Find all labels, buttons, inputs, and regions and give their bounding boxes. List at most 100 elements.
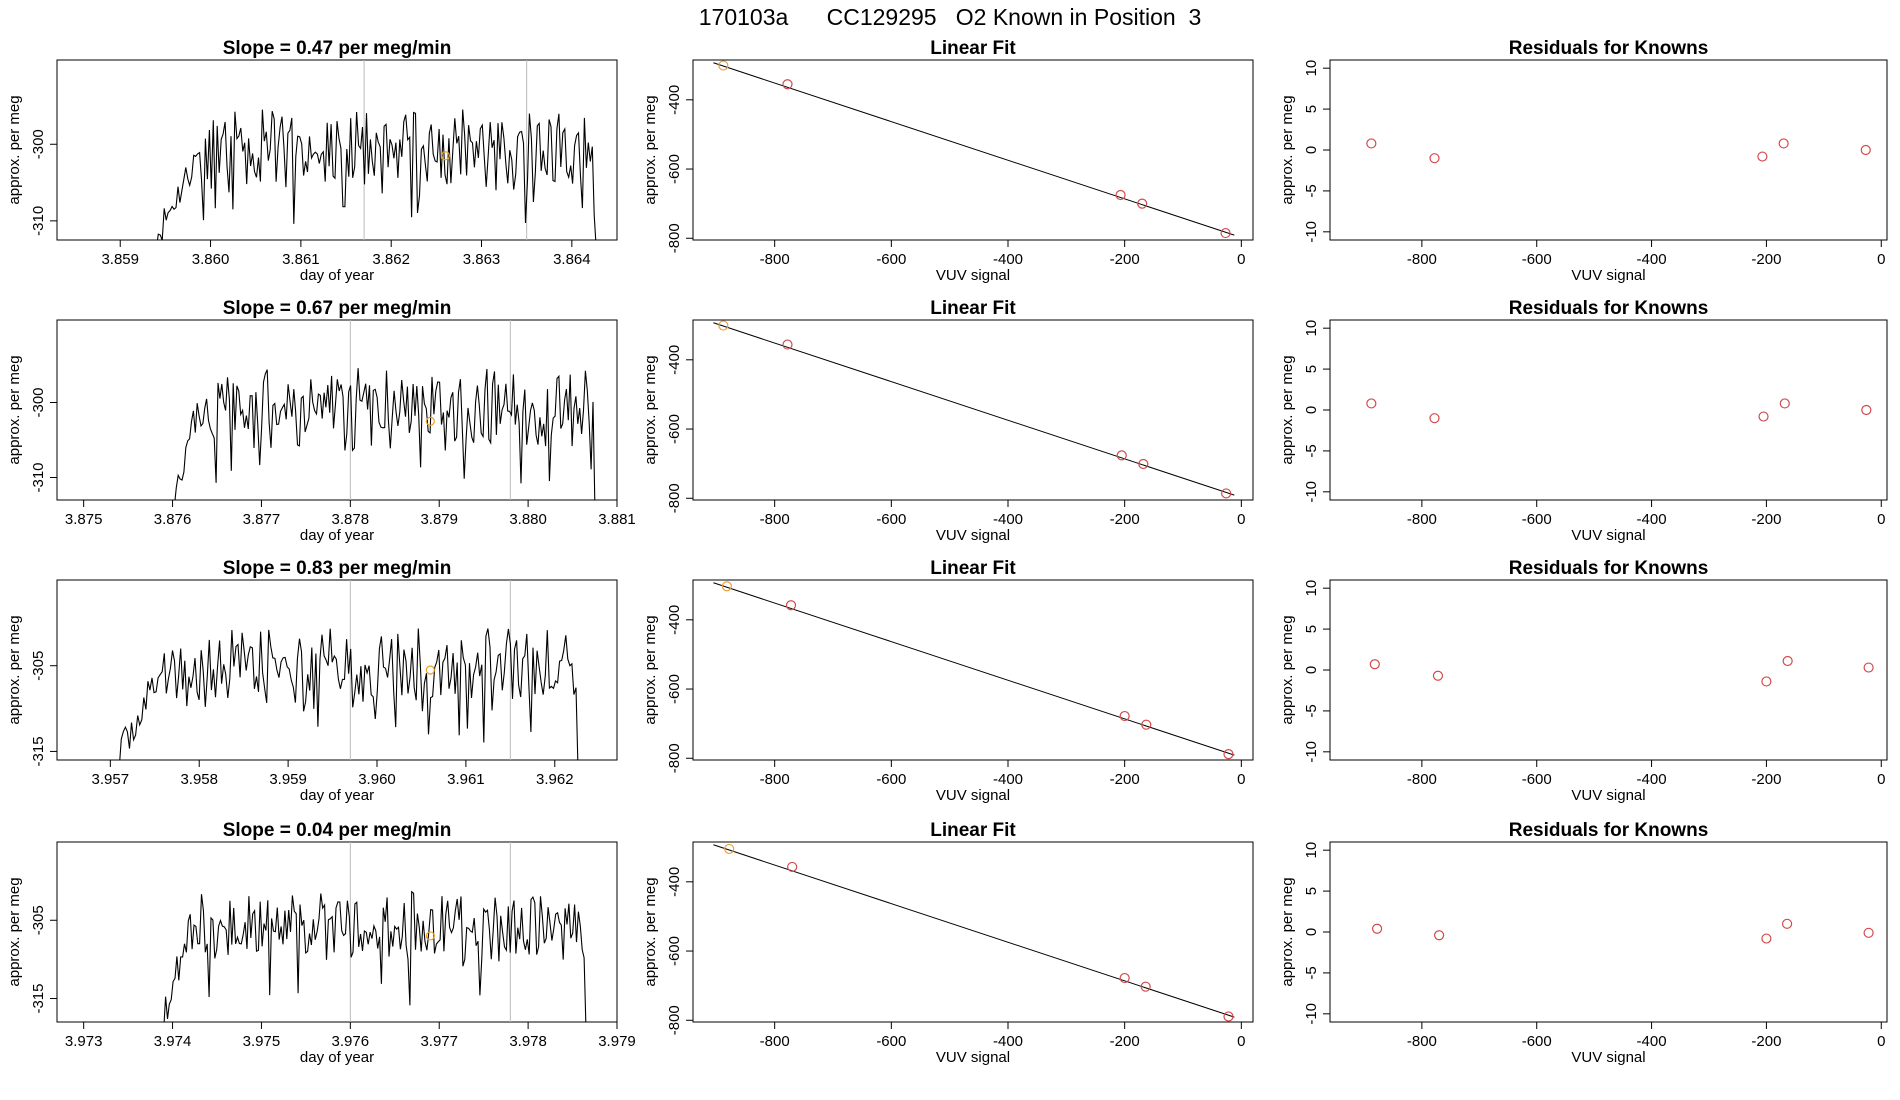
x-tick-label: -200 <box>1751 1033 1781 1050</box>
x-tick-label: 3.960 <box>358 771 396 788</box>
x-tick-label: -600 <box>876 251 906 268</box>
x-axis-label: VUV signal <box>936 527 1010 544</box>
y-tick-label: -600 <box>666 154 683 184</box>
panel-title: Linear Fit <box>930 558 1016 579</box>
residual-point <box>1863 927 1874 938</box>
data-point <box>718 320 729 331</box>
y-tick-label: -5 <box>1303 444 1320 457</box>
marker-point <box>425 416 435 426</box>
residual-point <box>1863 662 1874 673</box>
x-tick-label: 3.875 <box>65 511 103 528</box>
y-tick-label: 5 <box>1303 105 1320 113</box>
data-point <box>1115 189 1126 201</box>
marker-point <box>425 931 435 941</box>
x-tick-label: -200 <box>1110 251 1140 268</box>
x-tick-label: -200 <box>1110 511 1140 528</box>
panel-title: Linear Fit <box>930 38 1016 59</box>
x-axis-label: VUV signal <box>1571 787 1645 804</box>
y-tick-label: -5 <box>1303 704 1320 717</box>
x-tick-label: -600 <box>876 511 906 528</box>
x-tick-label: 3.861 <box>282 251 320 268</box>
y-tick-label: 0 <box>1303 146 1320 154</box>
x-tick-label: -400 <box>1637 251 1667 268</box>
plot-frame <box>56 319 618 501</box>
fit-line <box>713 844 1235 1018</box>
x-tick-label: 3.959 <box>269 771 307 788</box>
plot-frame <box>1329 841 1888 1023</box>
data-point <box>1221 488 1232 499</box>
x-tick-label: 3.976 <box>332 1033 370 1050</box>
panel-title: Residuals for Knowns <box>1509 38 1709 59</box>
x-tick-label: -600 <box>876 1033 906 1050</box>
x-tick-label: -600 <box>1522 511 1552 528</box>
y-tick-label: -800 <box>666 223 683 253</box>
x-axis-label: day of year <box>300 267 374 284</box>
x-tick-label: -600 <box>1522 251 1552 268</box>
panel-title: Slope = 0.83 per meg/min <box>223 558 452 579</box>
plot-frame <box>1329 319 1888 501</box>
panel-title: Slope = 0.47 per meg/min <box>223 38 452 59</box>
y-tick-label: 0 <box>1303 928 1320 936</box>
x-tick-label: 3.962 <box>536 771 574 788</box>
residual-point <box>1371 923 1383 934</box>
x-tick-label: 0 <box>1237 511 1245 528</box>
panel-title: Slope = 0.04 per meg/min <box>223 820 452 841</box>
residual-point <box>1781 918 1793 929</box>
y-tick-label: -300 <box>30 387 47 417</box>
x-tick-label: 3.878 <box>332 511 370 528</box>
series-line <box>156 109 597 240</box>
y-axis-label: approx. per meg <box>642 615 659 724</box>
plot-area <box>1366 398 1872 424</box>
x-tick-label: 3.880 <box>509 511 547 528</box>
x-tick-label: -400 <box>993 251 1023 268</box>
x-tick-label: 3.863 <box>463 251 501 268</box>
x-tick-label: -200 <box>1751 771 1781 788</box>
fit-line <box>713 62 1235 236</box>
x-tick-label: -800 <box>1407 771 1437 788</box>
x-axis-label: VUV signal <box>936 787 1010 804</box>
y-tick-label: -310 <box>30 206 47 236</box>
data-point <box>1116 450 1127 461</box>
residual-point <box>1779 398 1790 409</box>
x-tick-label: 3.879 <box>420 511 458 528</box>
y-tick-label: 5 <box>1303 887 1320 895</box>
data-point <box>782 339 793 350</box>
data-point <box>721 581 732 592</box>
figure-title: 170103a CC129295 O2 Known in Position 3 <box>698 4 1202 30</box>
x-tick-label: 3.881 <box>598 511 636 528</box>
y-tick-label: 10 <box>1303 842 1320 859</box>
panel-title: Residuals for Knowns <box>1509 558 1709 579</box>
y-axis-label: approx. per meg <box>642 355 659 464</box>
x-tick-label: -800 <box>1407 251 1437 268</box>
residual-point <box>1369 659 1380 670</box>
plot-frame <box>1329 579 1888 761</box>
plot-area <box>713 581 1235 760</box>
y-tick-label: -5 <box>1303 184 1320 197</box>
y-axis-label: approx. per meg <box>1279 615 1296 724</box>
y-tick-label: -400 <box>666 867 683 897</box>
x-tick-label: -200 <box>1110 1033 1140 1050</box>
y-tick-label: -300 <box>30 129 47 159</box>
x-axis-label: VUV signal <box>1571 1049 1645 1066</box>
x-tick-label: 0 <box>1877 511 1885 528</box>
y-tick-label: -400 <box>666 85 683 115</box>
x-tick-label: -400 <box>1637 771 1667 788</box>
y-tick-label: -310 <box>30 462 47 492</box>
x-axis-label: VUV signal <box>1571 267 1645 284</box>
residual-point <box>1782 655 1793 667</box>
fit-line <box>713 322 1235 496</box>
x-tick-label: 3.958 <box>180 771 218 788</box>
fit-line <box>713 582 1235 756</box>
plot-area <box>163 842 587 1022</box>
y-axis-label: approx. per meg <box>1279 95 1296 204</box>
x-axis-label: day of year <box>300 527 374 544</box>
x-tick-label: 3.977 <box>420 1033 458 1050</box>
residual-point <box>1429 153 1440 164</box>
x-tick-label: 3.975 <box>243 1033 281 1050</box>
y-axis-label: approx. per meg <box>642 877 659 986</box>
plot-frame <box>692 319 1254 501</box>
plot-area <box>713 320 1235 499</box>
x-tick-label: 3.961 <box>447 771 485 788</box>
panel-title: Linear Fit <box>930 298 1016 319</box>
